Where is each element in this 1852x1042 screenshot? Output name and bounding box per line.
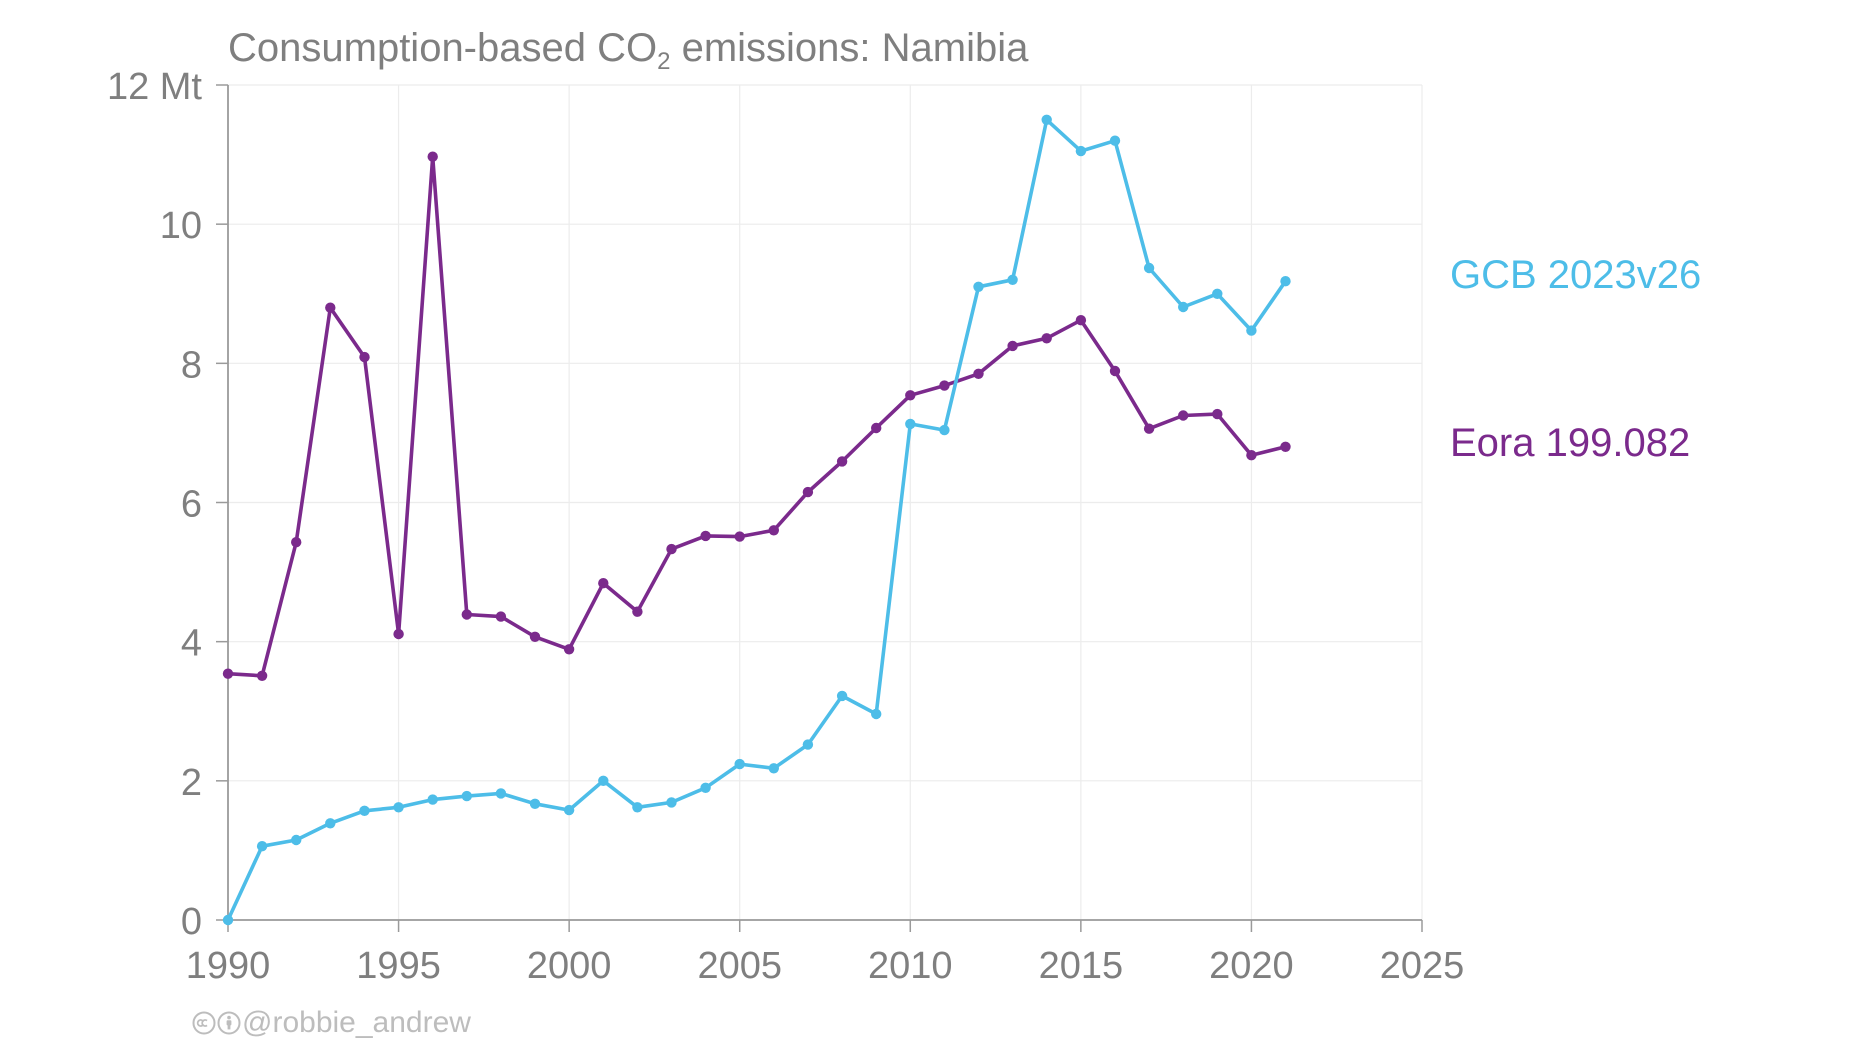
y-tick-label: 12 Mt (107, 66, 202, 108)
data-point-gcb (359, 805, 370, 816)
data-point-gcb (222, 914, 234, 926)
data-point-eora (325, 302, 336, 313)
x-tick-label: 2000 (527, 945, 612, 987)
y-tick-label: 8 (181, 344, 202, 386)
data-point-gcb (1178, 301, 1189, 313)
series-gcb (222, 114, 1291, 926)
data-point-gcb (1109, 135, 1121, 146)
data-point-eora (1178, 410, 1189, 421)
data-point-eora (768, 525, 779, 536)
data-point-eora (632, 606, 643, 617)
axes: 0 2 4 6 8 10 12 Mt 1990 1995 2000 2005 2010 2015 2020… (107, 66, 1464, 987)
x-tick-label: 2020 (1209, 945, 1294, 987)
data-point-eora (222, 668, 234, 679)
data-point-gcb (325, 818, 336, 829)
y-tick-label: 0 (181, 901, 202, 943)
data-point-eora (700, 530, 711, 542)
data-point-eora (939, 380, 950, 391)
data-point-gcb (1007, 274, 1018, 285)
data-point-gcb (632, 802, 643, 813)
data-point-gcb (802, 739, 814, 750)
data-point-eora (495, 611, 507, 622)
data-point-eora (666, 543, 677, 555)
data-point-eora (461, 609, 472, 620)
creative-commons-icon (192, 1011, 216, 1035)
data-point-gcb (734, 758, 745, 770)
y-tick-label: 2 (181, 762, 202, 804)
x-tick-label: 2015 (1039, 945, 1124, 987)
data-point-eora (529, 631, 541, 642)
data-point-gcb (1246, 325, 1257, 336)
data-point-gcb (598, 775, 609, 786)
data-point-eora (973, 368, 984, 379)
data-point-eora (1075, 315, 1087, 326)
credit-line: @robbie_andrew (192, 1008, 471, 1038)
series-line-eora (226, 154, 1288, 678)
data-point-eora (393, 628, 404, 640)
data-point-eora (871, 422, 882, 434)
series-label-eora: Eora 199.082 (1450, 420, 1691, 465)
chart-title-prefix: Consumption-based CO (228, 26, 658, 70)
data-point-eora (256, 670, 268, 681)
data-point-gcb (461, 790, 472, 802)
data-point-eora (734, 531, 745, 542)
data-point-eora (1280, 441, 1291, 452)
data-point-eora (563, 644, 575, 655)
y-tick-label: 10 (160, 205, 202, 247)
series-eora (222, 151, 1291, 681)
gridlines (228, 84, 1423, 920)
chart-title-subscript: 2 (657, 48, 671, 75)
data-point-eora (359, 351, 370, 363)
x-tick-label: 1990 (186, 945, 271, 987)
chart-title: Consumption-based CO2 emissions: Namibia (228, 26, 1029, 74)
data-point-eora (802, 486, 814, 498)
data-point-gcb (393, 802, 404, 813)
data-point-gcb (700, 782, 711, 793)
data-point-gcb (291, 834, 302, 846)
data-point-eora (291, 537, 302, 548)
x-tick-label: 2005 (697, 945, 782, 987)
chart-title-suffix: emissions: Namibia (670, 26, 1029, 70)
data-point-gcb (1143, 262, 1155, 274)
data-point-gcb (836, 690, 848, 702)
data-point-gcb (1041, 114, 1052, 126)
data-point-eora (1109, 365, 1121, 377)
data-point-eora (1041, 333, 1052, 344)
data-point-eora (836, 456, 848, 467)
data-point-eora (905, 390, 916, 401)
data-point-gcb (666, 797, 677, 808)
data-point-gcb (495, 788, 507, 799)
series-label-gcb: GCB 2023v26 (1450, 253, 1702, 298)
data-point-eora (1007, 340, 1018, 352)
data-point-gcb (973, 281, 984, 292)
series-line-gcb (226, 118, 1288, 922)
data-point-gcb (905, 418, 916, 430)
data-point-gcb (563, 804, 575, 816)
data-point-eora (1246, 450, 1257, 461)
series-lines (222, 114, 1291, 926)
data-point-eora (1212, 408, 1223, 420)
data-point-gcb (1075, 145, 1087, 157)
data-point-gcb (1212, 288, 1223, 299)
data-point-gcb (768, 763, 779, 774)
data-point-eora (1143, 423, 1155, 434)
data-point-gcb (871, 708, 882, 720)
data-point-gcb (1280, 276, 1291, 287)
credit-text: @robbie_andrew (242, 1006, 471, 1039)
data-point-gcb (939, 424, 950, 436)
data-point-eora (598, 578, 609, 589)
x-tick-label: 2025 (1380, 945, 1465, 987)
data-point-gcb (529, 798, 541, 809)
data-point-gcb (256, 841, 268, 852)
data-point-gcb (427, 794, 438, 805)
attribution-icon (217, 1011, 241, 1035)
y-tick-label: 4 (181, 623, 202, 665)
x-tick-label: 2010 (868, 945, 953, 987)
x-tick-label: 1995 (356, 945, 441, 987)
y-tick-label: 6 (181, 484, 202, 526)
data-point-eora (427, 151, 438, 162)
